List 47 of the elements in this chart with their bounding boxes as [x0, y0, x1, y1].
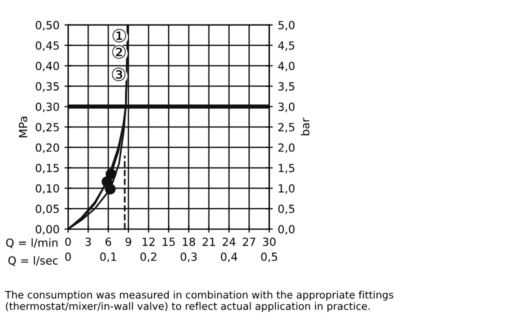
text: The consumption was measured in combination with the appropriate fittings (thermostat/mixer/in-wall valve) to reflect actual application in practice.: [5, 290, 394, 312]
y2-tick-label: 1,0: [278, 184, 295, 194]
x-tick-label: 12: [142, 238, 154, 246]
y-tick-label: 0,50: [36, 20, 59, 30]
y2-tick-label: 5,0: [278, 20, 295, 30]
x2-axis-title: Q = l/sec: [8, 256, 58, 266]
x-tick-label: 30: [263, 238, 276, 246]
y2-tick-label: 2,0: [278, 143, 295, 153]
x2-tick-label: 0,2: [140, 252, 156, 262]
y2-tick-label: 0,5: [278, 204, 294, 214]
annotation: ①: [112, 28, 126, 42]
y-tick-label: 0,45: [36, 41, 59, 51]
y2-tick-label: 3,0: [278, 102, 295, 112]
y-tick-label: 0,00: [36, 225, 59, 235]
x-tick-label: 27: [242, 238, 256, 246]
y-tick-label: 0,10: [36, 184, 59, 194]
y2-tick-label: 4,5: [278, 41, 294, 51]
y-tick-label: 0,20: [36, 143, 59, 153]
x-tick-label: 6: [106, 238, 112, 246]
x-tick-label: 9: [126, 238, 132, 246]
x2-tick-label: 0,3: [180, 252, 197, 262]
x2-tick-label: 0,4: [220, 252, 238, 262]
x-tick-label: 15: [162, 238, 175, 246]
y2-tick-label: 0,0: [278, 225, 295, 235]
x-tick-label: 24: [222, 238, 236, 246]
y-tick-label: 0,40: [36, 62, 59, 72]
x-tick-label: 21: [202, 238, 215, 246]
y-tick-label: 0,05: [36, 204, 59, 214]
y-tick-label: 0,25: [36, 122, 59, 133]
y2-axis-title: bar: [300, 118, 310, 136]
x2-tick-label: 0: [65, 252, 71, 261]
y-axis-title: MPa: [19, 116, 28, 138]
y2-tick-label: 3,5: [278, 82, 294, 92]
x-tick-label: 0: [65, 238, 71, 246]
y2-tick-label: 1,5: [278, 164, 294, 174]
y-tick-label: 0,30: [36, 102, 59, 112]
y-tick-label: 0,15: [36, 164, 59, 174]
y2-tick-label: 2,5: [278, 122, 294, 133]
x2-tick-label: 0,5: [261, 252, 278, 262]
x-tick-label: 3: [86, 238, 91, 246]
x-tick-label: 18: [182, 238, 196, 246]
annotation: ③: [112, 68, 126, 82]
annotation: ②: [112, 45, 126, 59]
y2-tick-label: 4,0: [278, 62, 295, 72]
y-tick-label: 0,35: [36, 82, 59, 92]
x-axis-title: Q = l/min: [6, 238, 58, 248]
x2-tick-label: 0,1: [100, 252, 116, 262]
